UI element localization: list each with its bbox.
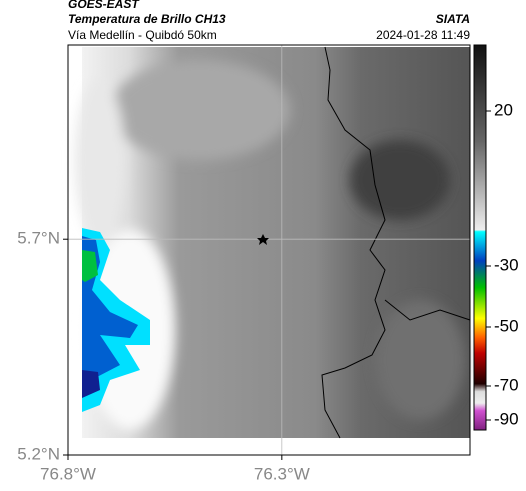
datetime: 2024-01-28 11:49 (376, 28, 470, 42)
colorbar-tick-label: -90 (494, 409, 519, 428)
colorbar-tick-label: -30 (494, 255, 519, 274)
colorbar-tick-label: -50 (494, 316, 519, 335)
colorbar-tick-label: -70 (494, 375, 519, 394)
route: Vía Medellín - Quibdó 50km (68, 28, 217, 42)
satellite-image (75, 45, 471, 455)
colorbar-tick-label: 20 (494, 100, 513, 119)
map-frame (67, 44, 471, 456)
location-marker (257, 234, 269, 245)
source: SIATA (436, 12, 470, 26)
y-tick-label: 5.2°N (17, 444, 60, 463)
subtitle: Temperatura de Brillo CH13 (68, 12, 226, 26)
x-tick-label: 76.8°W (40, 464, 96, 483)
y-tick-label: 5.7°N (17, 229, 60, 248)
colorbar (473, 44, 487, 431)
x-tick-label: 76.3°W (254, 464, 310, 483)
title: GOES-EAST (68, 0, 140, 11)
